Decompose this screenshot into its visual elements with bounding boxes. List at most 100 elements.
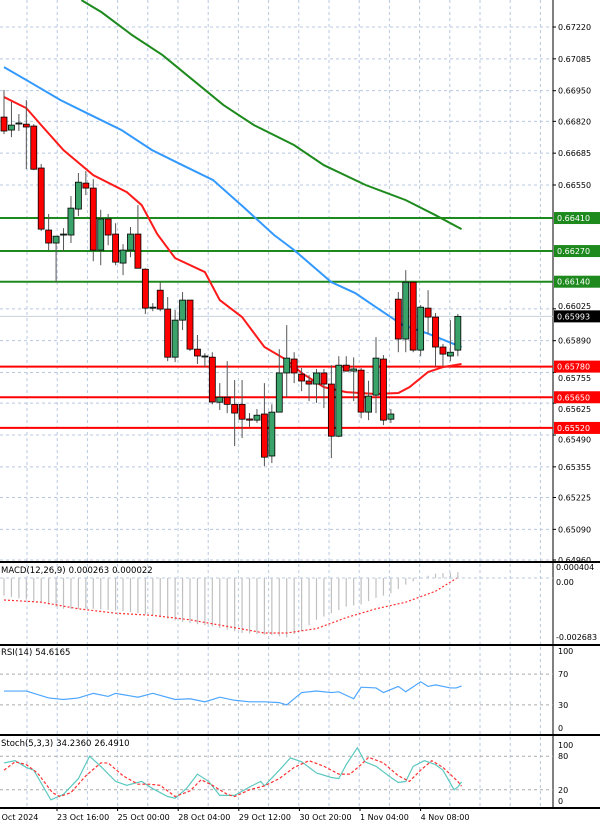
rsi-scale-label: 100 (558, 647, 573, 656)
bearish-candle (342, 364, 350, 372)
rsi-title: RSI(14) 54.6165 (1, 648, 73, 658)
time-axis-label: 30 Oct 20:00 (299, 813, 351, 822)
stoch-k-line (3, 746, 463, 801)
bullish-candle (268, 411, 276, 457)
rsi-label: RSI(14) (1, 648, 33, 658)
resistance-level-label: 0.66270 (557, 247, 590, 256)
bearish-candle (320, 372, 328, 385)
bullish-candle (313, 372, 320, 385)
price-tick-label: 0.64960 (558, 556, 591, 565)
resistance-level-badge (554, 212, 600, 225)
price-tick-label: 0.66685 (558, 149, 591, 158)
support-level-label: 0.65520 (557, 424, 590, 433)
resistance-level-badge (554, 245, 600, 258)
macd-scale-label: 0.00 (556, 578, 574, 587)
bearish-candle (424, 307, 432, 318)
bullish-candle (127, 233, 134, 251)
bullish-candle (372, 357, 380, 396)
stoch-scale-label: 20 (558, 786, 568, 795)
bearish-candle (409, 281, 417, 351)
time-axis-label: 28 Oct 04:00 (178, 813, 230, 822)
bullish-candle (350, 368, 358, 372)
bullish-candle (15, 122, 23, 125)
price-tick-label: 0.65490 (558, 435, 591, 444)
rsi-value: 54.6165 (35, 648, 71, 658)
price-tick-label: 0.66950 (558, 87, 591, 96)
bearish-candle (298, 373, 306, 382)
bearish-candle (327, 383, 335, 437)
bearish-candle (290, 358, 298, 374)
stoch-label: Stoch(5,3,3) (1, 739, 54, 749)
support-level-badge (554, 360, 600, 373)
stoch-scale-label: 80 (558, 752, 568, 761)
stoch-title: Stoch(5,3,3) 34.2360 26.4910 (1, 739, 133, 749)
bullish-candle (387, 413, 395, 420)
bullish-candle (283, 357, 291, 374)
macd-scale-label: 0.000404 (556, 563, 594, 572)
bullish-candle (275, 372, 283, 413)
bearish-candle (208, 356, 216, 403)
bearish-candle (37, 167, 45, 230)
bullish-candle (365, 395, 372, 413)
bearish-candle (0, 116, 8, 132)
rsi-scale-label: 30 (558, 701, 568, 710)
macd-scale-label: -0.002683 (556, 633, 597, 642)
price-tick-label: 0.67220 (558, 23, 591, 32)
moving-average-line (3, 66, 462, 348)
price-tick-label: 0.65890 (558, 337, 591, 346)
price-tick-label: 0.66025 (558, 302, 591, 311)
macd-title: MACD(12,26,9) 0.000263 0.000022 (1, 566, 156, 576)
bullish-candle (253, 414, 261, 421)
bearish-candle (223, 396, 231, 405)
support-level-badge (554, 421, 600, 434)
bullish-candle (97, 218, 105, 251)
bullish-candle (402, 281, 410, 340)
price-tick-label: 0.66820 (558, 117, 591, 126)
bearish-candle (104, 218, 112, 236)
macd-label: MACD(12,26,9) (1, 566, 66, 576)
bullish-candle (149, 306, 157, 309)
bullish-candle (454, 315, 462, 351)
bearish-candle (134, 233, 142, 269)
bullish-candle (171, 319, 179, 358)
bearish-candle (156, 289, 164, 310)
bearish-candle (164, 308, 172, 358)
bearish-candle (186, 299, 194, 350)
bullish-candle (335, 364, 343, 437)
support-level-label: 0.65650 (557, 393, 590, 402)
bearish-candle (194, 348, 201, 357)
time-axis-label: 2 Oct 2024 (0, 813, 38, 822)
rsi-line (4, 681, 462, 706)
time-axis-label: 25 Oct 00:00 (118, 813, 170, 822)
time-axis-label: 1 Nov 04:00 (360, 813, 409, 822)
price-tick-label: 0.67085 (558, 55, 591, 64)
current-price-label: 0.65993 (557, 312, 590, 321)
bearish-candle (89, 187, 97, 251)
bearish-candle (357, 369, 365, 413)
bullish-candle (417, 306, 425, 351)
resistance-level-badge (554, 275, 600, 288)
price-tick-label: 0.65625 (558, 405, 591, 414)
moving-average-line (80, 0, 463, 230)
bearish-candle (439, 346, 447, 355)
bearish-candle (45, 229, 53, 244)
current-price-badge (554, 310, 600, 323)
price-tick-label: 0.65090 (558, 525, 591, 534)
resistance-level-label: 0.66140 (557, 278, 590, 287)
bullish-candle (60, 233, 67, 236)
time-axis-label: 23 Oct 16:00 (57, 813, 109, 822)
stoch-d-line (3, 756, 463, 798)
bearish-candle (380, 358, 387, 421)
price-tick-label: 0.66550 (558, 181, 591, 190)
moving-average-line (3, 96, 462, 395)
bullish-candle (216, 396, 224, 403)
bullish-candle (446, 351, 454, 357)
macd-main-value: 0.000263 (68, 566, 110, 576)
bearish-candle (260, 413, 268, 458)
bearish-candle (30, 125, 38, 170)
price-tick-label: 0.65225 (558, 494, 591, 503)
bearish-candle (82, 182, 90, 189)
stoch-d-value: 26.4910 (94, 739, 130, 749)
support-level-label: 0.65780 (557, 363, 590, 372)
